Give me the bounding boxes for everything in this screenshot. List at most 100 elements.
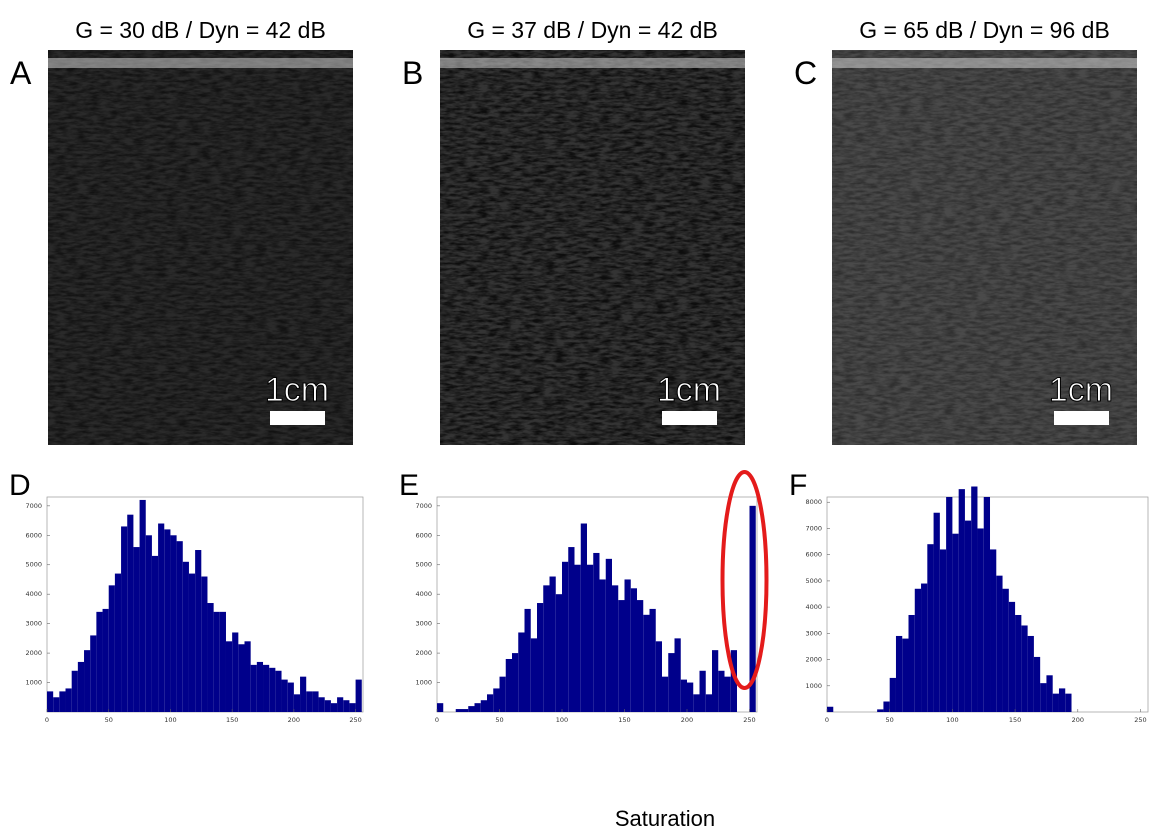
bar xyxy=(343,700,350,712)
bar xyxy=(337,697,344,712)
bar xyxy=(499,676,506,712)
bar xyxy=(114,573,122,712)
bar xyxy=(574,564,581,712)
x-tick-label: 250 xyxy=(743,716,755,724)
bar xyxy=(330,703,338,712)
x-tick-label: 100 xyxy=(164,716,176,724)
x-tick-label: 200 xyxy=(681,716,693,724)
bar xyxy=(293,694,301,712)
panel-letter: E xyxy=(399,469,419,502)
bar xyxy=(318,697,325,712)
x-tick-label: 250 xyxy=(349,716,361,724)
bar xyxy=(699,670,706,712)
bar xyxy=(1015,614,1022,712)
bar xyxy=(300,676,307,712)
bar xyxy=(1058,688,1066,712)
bar xyxy=(145,535,152,712)
y-tick-label: 3000 xyxy=(25,620,42,628)
bar xyxy=(455,709,462,712)
bar xyxy=(524,608,531,712)
top-layer xyxy=(832,58,1137,68)
bar xyxy=(612,585,619,712)
bar xyxy=(712,650,719,712)
bar xyxy=(238,644,245,712)
bar xyxy=(718,670,725,712)
bar xyxy=(102,608,109,712)
bar xyxy=(312,691,319,712)
bar xyxy=(219,611,226,712)
scale-bar xyxy=(270,411,325,425)
bar xyxy=(537,603,544,712)
bar xyxy=(65,688,72,712)
bar xyxy=(462,709,469,712)
bar xyxy=(263,664,270,712)
bar xyxy=(306,691,313,712)
bar xyxy=(580,523,587,712)
x-tick-label: 150 xyxy=(1009,716,1021,724)
y-tick-label: 5000 xyxy=(805,577,822,585)
x-tick-label: 50 xyxy=(105,716,113,724)
bar xyxy=(543,585,550,712)
y-tick-label: 2000 xyxy=(25,649,42,657)
scale-bar xyxy=(662,411,717,425)
bar xyxy=(225,641,233,712)
scale-bar xyxy=(1054,411,1109,425)
bar xyxy=(518,632,525,712)
bar xyxy=(158,523,165,712)
x-tick-label: 100 xyxy=(556,716,568,724)
y-tick-label: 1000 xyxy=(805,682,822,690)
top-layer xyxy=(440,58,745,68)
bar xyxy=(1008,601,1016,712)
bar xyxy=(1027,635,1034,712)
bar xyxy=(512,653,519,712)
bar xyxy=(188,573,196,712)
bar xyxy=(59,691,66,712)
bar xyxy=(127,514,134,712)
bar xyxy=(883,701,890,712)
bar xyxy=(908,614,915,712)
bar xyxy=(971,486,978,712)
bar xyxy=(958,489,965,712)
bar xyxy=(662,676,669,712)
bar xyxy=(637,600,644,712)
bar xyxy=(170,535,177,712)
x-tick-label: 200 xyxy=(288,716,300,724)
bar xyxy=(562,561,569,712)
bar xyxy=(1002,588,1009,712)
bar xyxy=(680,679,687,712)
bar xyxy=(668,653,675,712)
bar xyxy=(493,688,500,712)
y-tick-label: 2000 xyxy=(415,649,432,657)
panel-title: G = 65 dB / Dyn = 96 dB xyxy=(859,17,1110,43)
bar xyxy=(151,555,159,712)
panel-letter: B xyxy=(402,55,423,91)
bar xyxy=(827,706,834,712)
y-tick-label: 6000 xyxy=(805,551,822,559)
y-tick-label: 4000 xyxy=(805,603,822,611)
bar xyxy=(977,528,984,712)
speckle xyxy=(832,50,1137,445)
bar xyxy=(1052,693,1059,712)
bar xyxy=(139,499,146,712)
y-tick-label: 7000 xyxy=(415,502,432,510)
bar xyxy=(624,579,631,712)
bar xyxy=(990,549,997,712)
speckle xyxy=(48,50,353,445)
saturation-highlight xyxy=(720,470,769,690)
bar xyxy=(983,497,991,712)
bar xyxy=(889,677,896,712)
bar xyxy=(549,576,556,712)
bar xyxy=(195,550,202,712)
y-tick-label: 1000 xyxy=(25,679,42,687)
bar xyxy=(207,603,214,712)
bar xyxy=(618,600,625,712)
panel-title: G = 37 dB / Dyn = 42 dB xyxy=(467,17,718,43)
y-tick-label: 6000 xyxy=(25,531,42,539)
bar xyxy=(1021,625,1028,712)
bar xyxy=(914,588,922,712)
bar xyxy=(355,679,362,712)
bar xyxy=(84,650,91,712)
bar xyxy=(250,664,257,712)
y-tick-label: 1000 xyxy=(415,679,432,687)
